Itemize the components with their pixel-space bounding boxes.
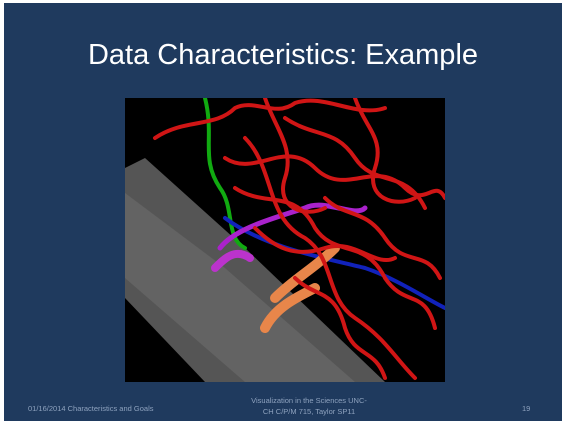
page-number: 19 <box>522 404 530 413</box>
slide-title: Data Characteristics: Example <box>4 39 562 72</box>
slide: Data Characteristics: Example <box>4 3 562 421</box>
footer-date-topic: 01/16/2014 Characteristics and Goals <box>28 404 154 413</box>
vessel-image <box>125 98 445 382</box>
footer-course: Visualization in the Sciences UNC- CH C/… <box>234 395 384 417</box>
footer-course-line: Visualization in the Sciences UNC- <box>234 395 384 406</box>
footer-course-line: CH C/P/M 715, Taylor SP11 <box>234 406 384 417</box>
